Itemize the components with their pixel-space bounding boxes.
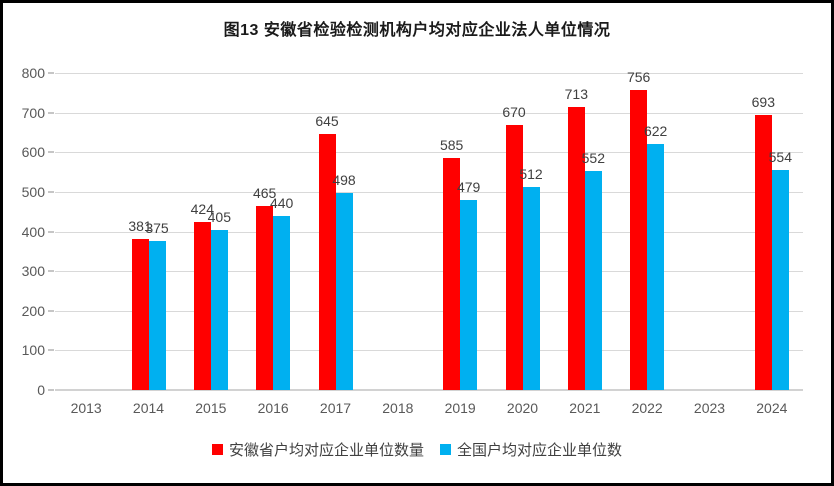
bar-value-label: 622 bbox=[643, 123, 668, 139]
legend: 安徽省户均对应企业单位数量 全国户均对应企业单位数 bbox=[3, 439, 831, 460]
legend-swatch-icon bbox=[211, 444, 223, 455]
x-axis-label: 2013 bbox=[70, 400, 102, 416]
gridline bbox=[55, 191, 803, 193]
y-axis-tick bbox=[48, 389, 54, 391]
y-axis-label: 500 bbox=[21, 183, 45, 200]
bar-series-1 bbox=[522, 187, 540, 390]
bar-series-1 bbox=[335, 193, 353, 390]
bar-value-label: 756 bbox=[626, 69, 651, 85]
y-axis-label: 700 bbox=[21, 104, 45, 121]
y-axis-tick bbox=[48, 309, 54, 312]
bar-series-1 bbox=[584, 171, 602, 390]
y-axis-label: 400 bbox=[21, 223, 45, 240]
y-axis-tick bbox=[48, 230, 54, 233]
bar-value-label: 512 bbox=[519, 166, 543, 182]
bar-series-0 bbox=[131, 239, 149, 390]
x-axis-label: 2017 bbox=[319, 400, 352, 416]
legend-label: 全国户均对应企业单位数 bbox=[457, 442, 623, 459]
bar-series-1 bbox=[273, 216, 291, 390]
bar-value-label: 552 bbox=[581, 150, 606, 166]
bar-value-label: 713 bbox=[564, 86, 589, 102]
bar-series-0 bbox=[505, 125, 523, 390]
x-axis-label: 2016 bbox=[257, 400, 289, 416]
bar-series-0 bbox=[567, 107, 585, 390]
y-axis-tick bbox=[48, 72, 54, 74]
bar-value-label: 440 bbox=[269, 195, 294, 211]
y-axis-label: 0 bbox=[37, 382, 45, 398]
y-axis-tick bbox=[48, 349, 54, 352]
bar-series-0 bbox=[256, 206, 274, 390]
x-axis-line bbox=[55, 389, 803, 391]
y-axis-tick bbox=[48, 111, 54, 114]
bar-value-label: 645 bbox=[315, 113, 339, 129]
y-axis-label: 800 bbox=[21, 65, 45, 81]
x-axis-label: 2014 bbox=[132, 400, 165, 416]
bar-value-label: 405 bbox=[207, 209, 232, 225]
bar-series-1 bbox=[210, 230, 228, 390]
bar-series-0 bbox=[318, 134, 336, 390]
x-axis-label: 2022 bbox=[631, 400, 663, 416]
gridline bbox=[55, 271, 803, 273]
y-axis-label: 300 bbox=[21, 263, 45, 280]
bar-value-label: 693 bbox=[751, 94, 776, 110]
bar-series-0 bbox=[193, 222, 211, 390]
gridline bbox=[55, 350, 803, 352]
bar-value-label: 670 bbox=[502, 104, 526, 120]
y-axis-tick bbox=[48, 270, 54, 273]
bar-value-label: 375 bbox=[145, 220, 169, 236]
bar-series-0 bbox=[443, 158, 461, 390]
bar-value-label: 585 bbox=[439, 137, 464, 153]
x-axis-label: 2021 bbox=[569, 400, 601, 416]
gridline bbox=[55, 112, 803, 114]
x-axis-label: 2023 bbox=[693, 400, 726, 416]
legend-item: 全国户均对应企业单位数 bbox=[440, 439, 622, 460]
chart-title: 图13 安徽省检验检测机构户均对应企业法人单位情况 bbox=[223, 22, 611, 39]
y-axis-tick bbox=[48, 190, 54, 193]
bar-value-label: 479 bbox=[456, 179, 481, 195]
x-axis-label: 2015 bbox=[195, 400, 227, 416]
gridline bbox=[55, 231, 803, 233]
legend-swatch-icon bbox=[440, 444, 451, 455]
bar-series-0 bbox=[630, 90, 648, 390]
bar-value-label: 381 bbox=[128, 218, 152, 234]
bar-value-label: 554 bbox=[768, 149, 793, 165]
bar-value-label: 498 bbox=[332, 172, 356, 188]
y-axis-label: 100 bbox=[21, 342, 45, 359]
gridline bbox=[55, 73, 803, 74]
y-axis-tick bbox=[48, 151, 54, 154]
bar-series-0 bbox=[754, 115, 772, 390]
bar-series-1 bbox=[771, 170, 789, 390]
bar-series-1 bbox=[647, 144, 665, 390]
legend-label: 安徽省户均对应企业单位数量 bbox=[228, 442, 424, 459]
y-axis-label: 600 bbox=[21, 144, 45, 161]
x-axis-label: 2019 bbox=[444, 400, 476, 416]
x-axis-label: 2020 bbox=[506, 400, 539, 416]
bar-series-1 bbox=[148, 241, 166, 390]
x-axis-label: 2024 bbox=[756, 400, 788, 416]
bar-series-1 bbox=[460, 200, 478, 390]
legend-item: 安徽省户均对应企业单位数量 bbox=[211, 439, 424, 460]
x-axis-label: 2018 bbox=[382, 400, 414, 416]
bar-value-label: 465 bbox=[252, 185, 277, 201]
gridline bbox=[55, 152, 803, 154]
gridline bbox=[55, 310, 803, 312]
bar-value-label: 424 bbox=[190, 201, 215, 217]
y-axis-label: 200 bbox=[21, 302, 45, 319]
plot-area: 381 375 424 405 465 440 645 498 585 479 670 512 713 5… bbox=[55, 69, 803, 391]
